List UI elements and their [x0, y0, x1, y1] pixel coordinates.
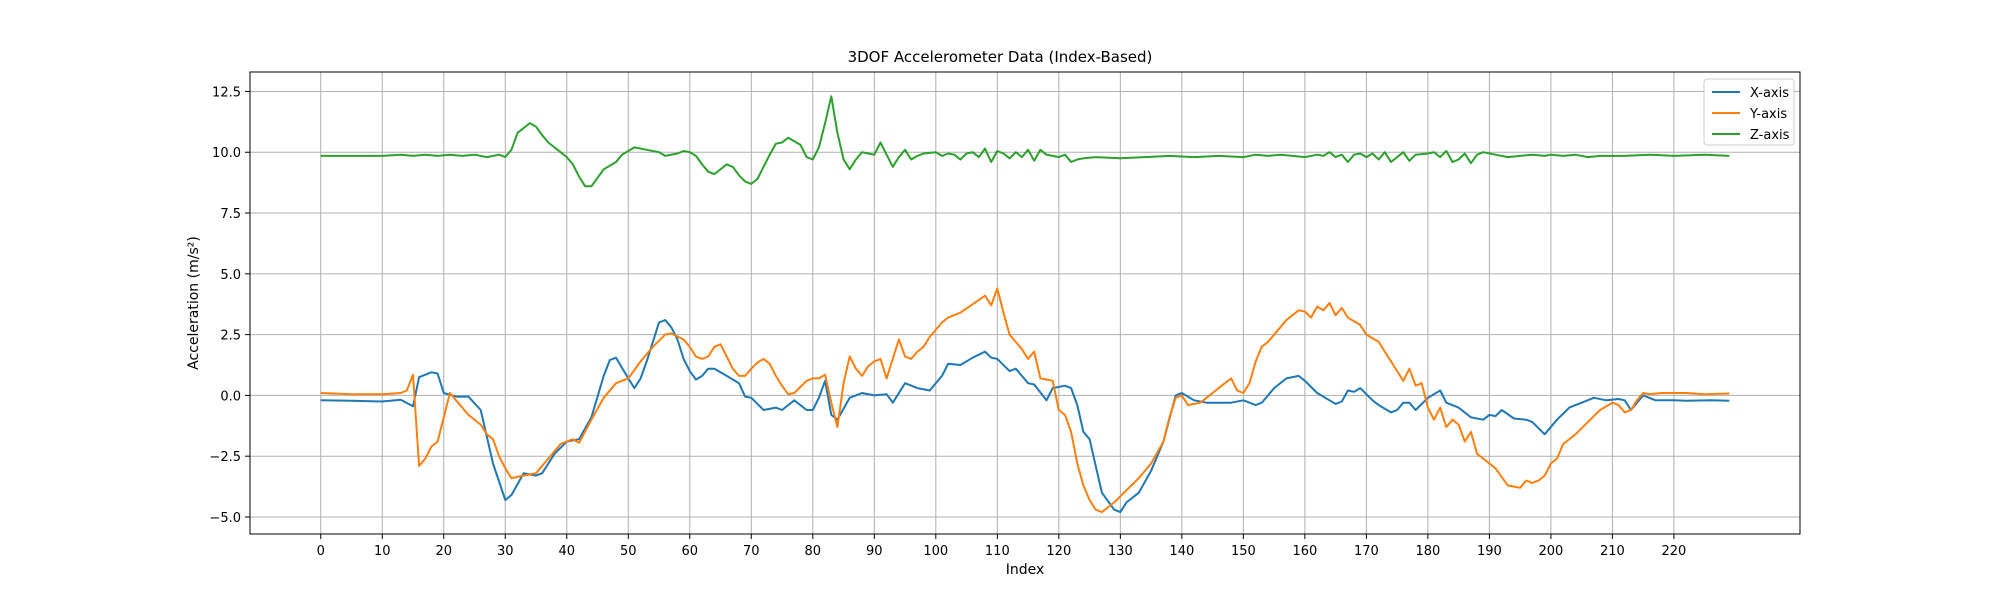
x-tick-label: 130 [1108, 544, 1133, 559]
y-axis-label: Acceleration (m/s²) [186, 236, 202, 370]
y-tick-label: −5.0 [209, 511, 241, 526]
x-tick-label: 70 [743, 544, 760, 559]
x-tick-label: 110 [985, 544, 1010, 559]
x-tick-label: 140 [1169, 544, 1194, 559]
x-tick-label: 120 [1046, 544, 1071, 559]
tick-layer: 0 10 20 30 40 50 60 70 80 90 100 110 120 130 140 150 160… [209, 85, 1686, 559]
legend-label-z-axis: Z-axis [1750, 128, 1790, 143]
grid-layer [250, 72, 1800, 534]
y-tick-label: 12.5 [212, 85, 241, 100]
x-tick-label: 20 [435, 544, 452, 559]
x-tick-label: 150 [1231, 544, 1256, 559]
x-tick-label: 210 [1600, 544, 1625, 559]
x-tick-label: 80 [805, 544, 822, 559]
x-tick-label: 220 [1661, 544, 1686, 559]
x-tick-label: 90 [866, 544, 883, 559]
series-line-y-axis [320, 287, 1730, 514]
y-tick-label: 2.5 [220, 329, 241, 344]
y-tick-label: −2.5 [209, 450, 241, 465]
x-tick-label: 50 [620, 544, 637, 559]
x-tick-label: 200 [1538, 544, 1563, 559]
x-tick-label: 160 [1292, 544, 1317, 559]
y-tick-label: 7.5 [220, 207, 241, 222]
y-tick-label: 5.0 [220, 268, 241, 283]
chart-title: 3DOF Accelerometer Data (Index-Based) [848, 48, 1153, 66]
series-line-z-axis [320, 95, 1730, 188]
x-tick-label: 10 [374, 544, 391, 559]
series-line-x-axis [320, 319, 1730, 514]
x-tick-label: 40 [558, 544, 575, 559]
y-tick-label: 0.0 [220, 389, 241, 404]
x-tick-label: 0 [317, 544, 325, 559]
x-tick-label: 100 [923, 544, 948, 559]
plot-frame [249, 71, 1801, 535]
legend-label-y-axis: Y-axis [1749, 107, 1787, 122]
y-tick-label: 10.0 [212, 146, 241, 161]
legend: X-axis Y-axis Z-axis [1703, 78, 1795, 146]
x-tick-label: 180 [1415, 544, 1440, 559]
x-tick-label: 170 [1354, 544, 1379, 559]
x-tick-label: 30 [497, 544, 514, 559]
x-axis-label: Index [1006, 562, 1045, 578]
x-tick-label: 190 [1477, 544, 1502, 559]
series-layer [320, 95, 1730, 514]
legend-box [1703, 78, 1795, 146]
x-tick-label: 60 [682, 544, 699, 559]
legend-label-x-axis: X-axis [1750, 86, 1789, 101]
